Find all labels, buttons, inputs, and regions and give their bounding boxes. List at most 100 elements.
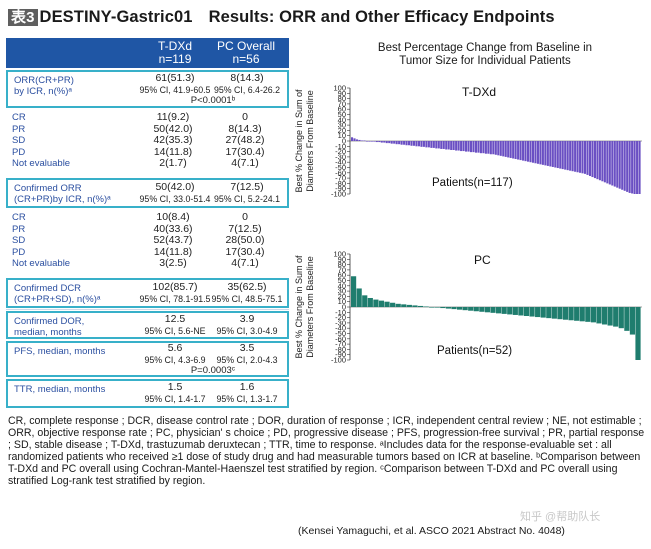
bar <box>440 307 446 309</box>
bar <box>539 141 542 165</box>
bar <box>362 295 368 307</box>
orr-block: ORR(CR+PR) by ICR, n(%)ᵃ 61(51.3) 95% CI, … <box>6 70 289 108</box>
y-tick-label: -60 <box>335 334 346 343</box>
bar <box>455 141 458 151</box>
bar <box>629 307 636 335</box>
y-tick-label: -70 <box>335 174 346 183</box>
bar <box>367 297 373 307</box>
bar <box>509 141 512 158</box>
bar <box>631 141 634 194</box>
bar <box>626 141 629 192</box>
bar <box>557 307 563 320</box>
bar <box>571 141 574 172</box>
dor-label: Confirmed DOR, median, months <box>14 316 85 338</box>
bar <box>403 141 406 145</box>
bar <box>517 141 520 160</box>
col-header-tdxd: T-DXd n=119 <box>157 39 192 66</box>
orr-pvalue: P<0.0001ᵇ <box>190 95 236 106</box>
bar <box>385 141 388 144</box>
divider <box>6 309 289 310</box>
figure-title: 表3 DESTINY-Gastric01 Results: ORR and Othe… <box>8 6 555 27</box>
bar <box>601 307 608 325</box>
bar <box>383 141 386 143</box>
patients-label: Patients(n=52) <box>437 345 512 357</box>
bar <box>603 141 606 183</box>
bar <box>635 307 641 360</box>
bar <box>590 307 596 323</box>
bar <box>469 141 473 153</box>
bar <box>434 307 440 308</box>
y-tick-label: 10 <box>338 131 346 140</box>
bar <box>373 299 379 307</box>
bar <box>628 141 631 193</box>
response-tdxd-1: 11(9.2) 50(42.0) 42(35.3) 14(11.8) 2(1.7) <box>153 111 193 170</box>
bar <box>536 141 539 164</box>
bar <box>606 141 609 184</box>
col-header-pc: PC Overall n=56 <box>216 39 275 66</box>
bar <box>523 307 530 317</box>
bar <box>554 141 557 168</box>
bar <box>351 137 354 141</box>
bar <box>429 307 435 308</box>
bar <box>494 141 497 155</box>
y-tick-label: -80 <box>335 345 346 354</box>
y-tick-label: -80 <box>335 179 346 188</box>
bar <box>378 141 381 143</box>
bar <box>447 141 450 150</box>
y-tick-label: 100 <box>333 84 346 93</box>
bar <box>633 141 636 194</box>
bar <box>437 141 440 149</box>
footnote: CR, complete response ; DCR, disease con… <box>8 415 645 487</box>
pfs-tdxd: 5.6 95% CI, 4.3-6.9 <box>144 342 206 365</box>
bar <box>551 307 557 319</box>
chart-title: Best Percentage Change from Baseline in T… <box>377 42 593 67</box>
bar <box>465 141 468 152</box>
pfs-pvalue: P=0.0003ᶜ <box>190 365 236 376</box>
bar <box>544 141 547 166</box>
bar <box>551 141 554 167</box>
bar <box>422 141 425 147</box>
bar <box>365 141 368 142</box>
y-axis-label: Best % Change in Sum ofDiameters From Ba… <box>294 89 315 193</box>
y-tick-label: 40 <box>338 115 346 124</box>
bar <box>601 141 604 182</box>
bar <box>398 141 401 145</box>
bar <box>456 307 463 310</box>
bar <box>450 141 453 151</box>
bar <box>390 302 396 307</box>
y-tick-label: 90 <box>338 255 346 264</box>
bar <box>581 141 584 174</box>
bar <box>420 141 423 147</box>
bar <box>358 139 361 141</box>
bar <box>417 141 420 147</box>
response-pc-2: 0 7(12.5) 28(50.0) 17(30.4) 4(7.1) <box>225 211 265 270</box>
bar <box>549 141 552 167</box>
y-tick-label: 80 <box>338 260 346 269</box>
y-tick-label: -50 <box>335 329 346 338</box>
bar <box>556 141 559 169</box>
bar <box>504 141 507 157</box>
bar <box>583 141 587 174</box>
confirmed-dcr-label: Confirmed DCR (CR+PR+SD), n(%)ᵃ <box>14 283 101 305</box>
bar <box>473 307 479 312</box>
bar <box>445 141 448 150</box>
bar <box>524 141 527 162</box>
bar <box>393 141 396 144</box>
y-tick-label: -70 <box>335 340 346 349</box>
y-tick-label: -30 <box>335 318 346 327</box>
series-label: PC <box>474 253 491 267</box>
bar <box>457 141 460 151</box>
y-tick-label: -90 <box>335 350 346 359</box>
bar <box>356 288 362 307</box>
bar <box>432 141 435 148</box>
y-tick-label: 0 <box>342 137 346 146</box>
bar <box>430 141 433 148</box>
bar <box>586 141 589 175</box>
bar <box>388 141 391 144</box>
bar <box>546 141 549 166</box>
y-tick-label: 30 <box>338 121 346 130</box>
bar <box>541 141 544 165</box>
bar <box>611 141 614 186</box>
bar <box>559 141 562 169</box>
dor-pc: 3.9 95% CI, 3.0-4.9 <box>216 313 278 336</box>
